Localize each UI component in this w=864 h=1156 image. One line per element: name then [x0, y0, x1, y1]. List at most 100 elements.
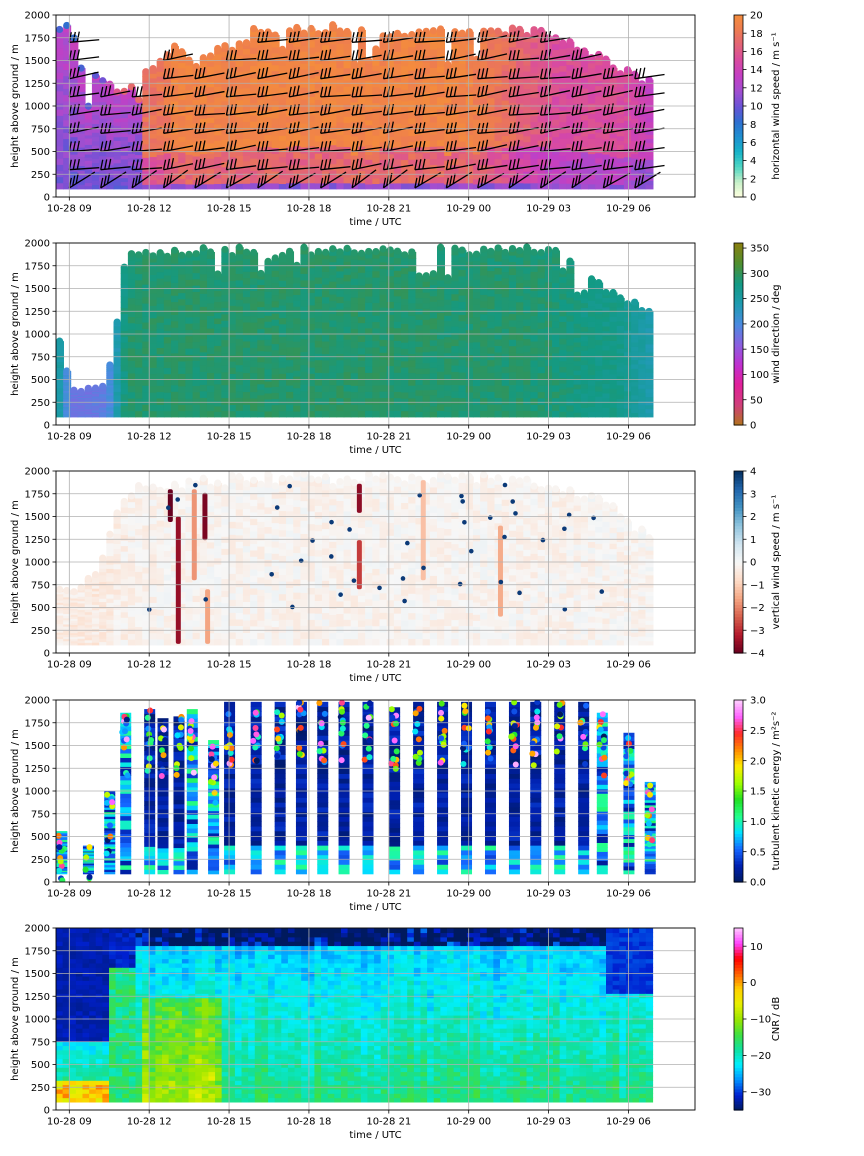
data-cell — [128, 98, 136, 103]
data-cell — [157, 159, 165, 165]
data-cell — [502, 177, 510, 184]
data-cell — [236, 410, 244, 417]
data-cell — [645, 159, 653, 164]
data-cell — [430, 395, 438, 401]
data-cell — [387, 282, 395, 289]
data-cell — [193, 354, 201, 361]
data-cell — [408, 277, 416, 284]
data-cell — [495, 287, 503, 294]
data-cell — [437, 306, 445, 313]
data-cell — [480, 365, 488, 372]
data-cell — [200, 287, 208, 294]
data-cell — [495, 134, 503, 141]
data-cell — [243, 127, 251, 133]
data-cell — [344, 397, 352, 404]
data-cell — [78, 184, 86, 189]
data-cell — [178, 398, 186, 405]
data-cell — [566, 309, 574, 316]
data-point — [236, 40, 243, 47]
data-cell — [538, 341, 546, 348]
data-cell — [559, 178, 567, 184]
data-cell — [487, 302, 495, 309]
data-cell — [437, 365, 445, 372]
data-cell — [243, 259, 251, 266]
data-cell — [487, 158, 495, 165]
data-cell — [272, 183, 280, 190]
data-point — [466, 251, 473, 258]
data-cell — [624, 180, 632, 185]
data-cell — [315, 153, 323, 160]
data-cell — [487, 122, 495, 129]
data-cell — [502, 94, 510, 101]
data-cell — [178, 68, 186, 74]
data-cell — [408, 64, 416, 71]
data-point — [372, 248, 379, 255]
data-cell — [106, 153, 114, 158]
data-cell — [559, 133, 567, 139]
data-cell — [394, 277, 402, 284]
data-cell — [300, 159, 308, 166]
data-cell — [286, 258, 294, 265]
data-cell — [149, 398, 157, 405]
data-cell — [624, 83, 632, 88]
data-cell — [272, 270, 280, 277]
data-cell — [229, 342, 237, 349]
data-cell — [178, 348, 186, 355]
data-cell — [279, 262, 287, 269]
data-cell — [401, 323, 409, 330]
data-cell — [293, 133, 301, 140]
data-cell — [408, 290, 416, 297]
data-cell — [437, 286, 445, 293]
data-point — [336, 27, 343, 34]
data-cell — [516, 346, 524, 353]
data-cell — [128, 411, 136, 418]
data-cell — [157, 322, 165, 329]
data-cell — [430, 140, 438, 147]
data-cell — [444, 363, 452, 369]
data-cell — [178, 115, 186, 121]
data-cell — [480, 288, 488, 295]
data-cell — [502, 271, 510, 278]
data-cell — [200, 404, 208, 411]
x-tick-label: 10-28 21 — [366, 204, 411, 215]
data-cell — [322, 398, 330, 405]
data-cell — [164, 275, 172, 282]
data-cell — [415, 298, 423, 304]
data-point — [257, 270, 264, 277]
data-cell — [149, 318, 157, 325]
data-cell — [379, 372, 387, 379]
data-cell — [351, 303, 359, 310]
data-cell — [207, 347, 215, 354]
data-cell — [437, 72, 445, 79]
data-cell — [257, 318, 265, 324]
data-cell — [559, 361, 567, 367]
data-cell — [264, 50, 272, 57]
data-cell — [264, 183, 272, 190]
data-cell — [322, 373, 330, 380]
data-cell — [502, 278, 510, 285]
data-cell — [401, 404, 409, 411]
data-cell — [149, 274, 157, 281]
data-cell — [617, 114, 625, 119]
data-cell — [645, 143, 653, 148]
data-cell — [193, 323, 201, 330]
data-cell — [322, 278, 330, 285]
data-cell — [516, 66, 524, 73]
data-cell — [157, 373, 165, 380]
data-cell — [480, 410, 488, 417]
data-cell — [588, 63, 596, 69]
data-cell — [495, 313, 503, 320]
data-cell — [502, 59, 510, 66]
data-cell — [516, 60, 524, 67]
data-cell — [329, 94, 337, 101]
data-cell — [516, 404, 524, 411]
data-cell — [617, 100, 625, 105]
data-cell — [185, 115, 193, 121]
data-cell — [200, 78, 208, 84]
data-cell — [502, 341, 510, 348]
data-cell — [207, 81, 215, 87]
data-cell — [236, 254, 244, 261]
data-cell — [523, 325, 531, 332]
data-cell — [121, 136, 129, 140]
data-cell — [466, 411, 474, 418]
